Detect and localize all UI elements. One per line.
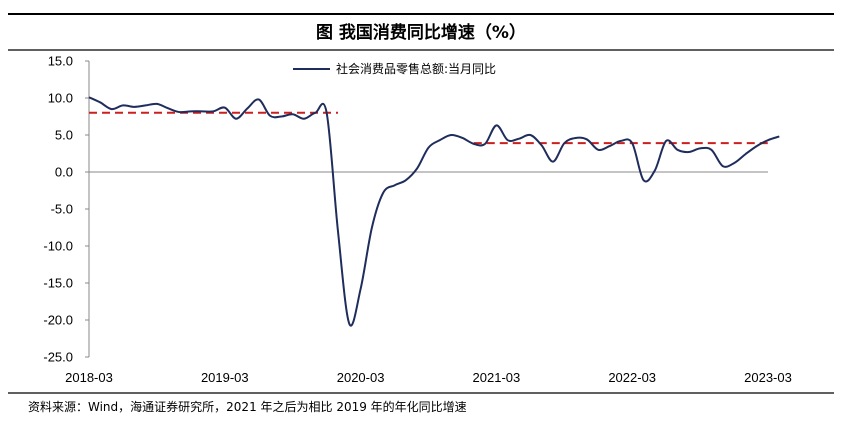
- y-tick-label: -5.0: [51, 202, 73, 217]
- series-line: [88, 96, 780, 327]
- y-tick-label: -20.0: [43, 313, 73, 328]
- x-tick-label: 2018-03: [65, 370, 113, 385]
- chart-title: 图 我国消费同比增速（%）: [316, 22, 526, 43]
- x-tick-label: 2019-03: [201, 370, 249, 385]
- y-tick-label: -25.0: [43, 350, 73, 365]
- y-tick-label: 0.0: [55, 165, 73, 180]
- x-axis: 2018-03 2019-03 2020-03 2021-03 2022-03 2023-…: [65, 171, 792, 385]
- legend-label: 社会消费品零售总额:当月同比: [336, 61, 496, 76]
- y-tick-label: -15.0: [43, 276, 73, 291]
- x-tick-label: 2023-03: [744, 370, 792, 385]
- x-tick-label: 2020-03: [337, 370, 385, 385]
- y-tick-label: 15.0: [48, 54, 73, 69]
- y-axis: 15.0 10.0 5.0 0.0 -5.0 -10.0 -15.0 -20.0 -25.0: [43, 54, 90, 365]
- source-note: 资料来源：Wind，海通证券研究所，2021 年之后为相比 2019 年的年化同…: [28, 399, 467, 414]
- reference-lines: [89, 111, 768, 145]
- y-tick-label: 10.0: [48, 91, 73, 106]
- legend: 社会消费品零售总额:当月同比: [293, 61, 496, 76]
- y-tick-label: -10.0: [43, 239, 73, 254]
- series-layer: [88, 96, 780, 327]
- y-tick-label: 5.0: [55, 128, 73, 143]
- x-tick-label: 2022-03: [608, 370, 656, 385]
- x-tick-label: 2021-03: [473, 370, 521, 385]
